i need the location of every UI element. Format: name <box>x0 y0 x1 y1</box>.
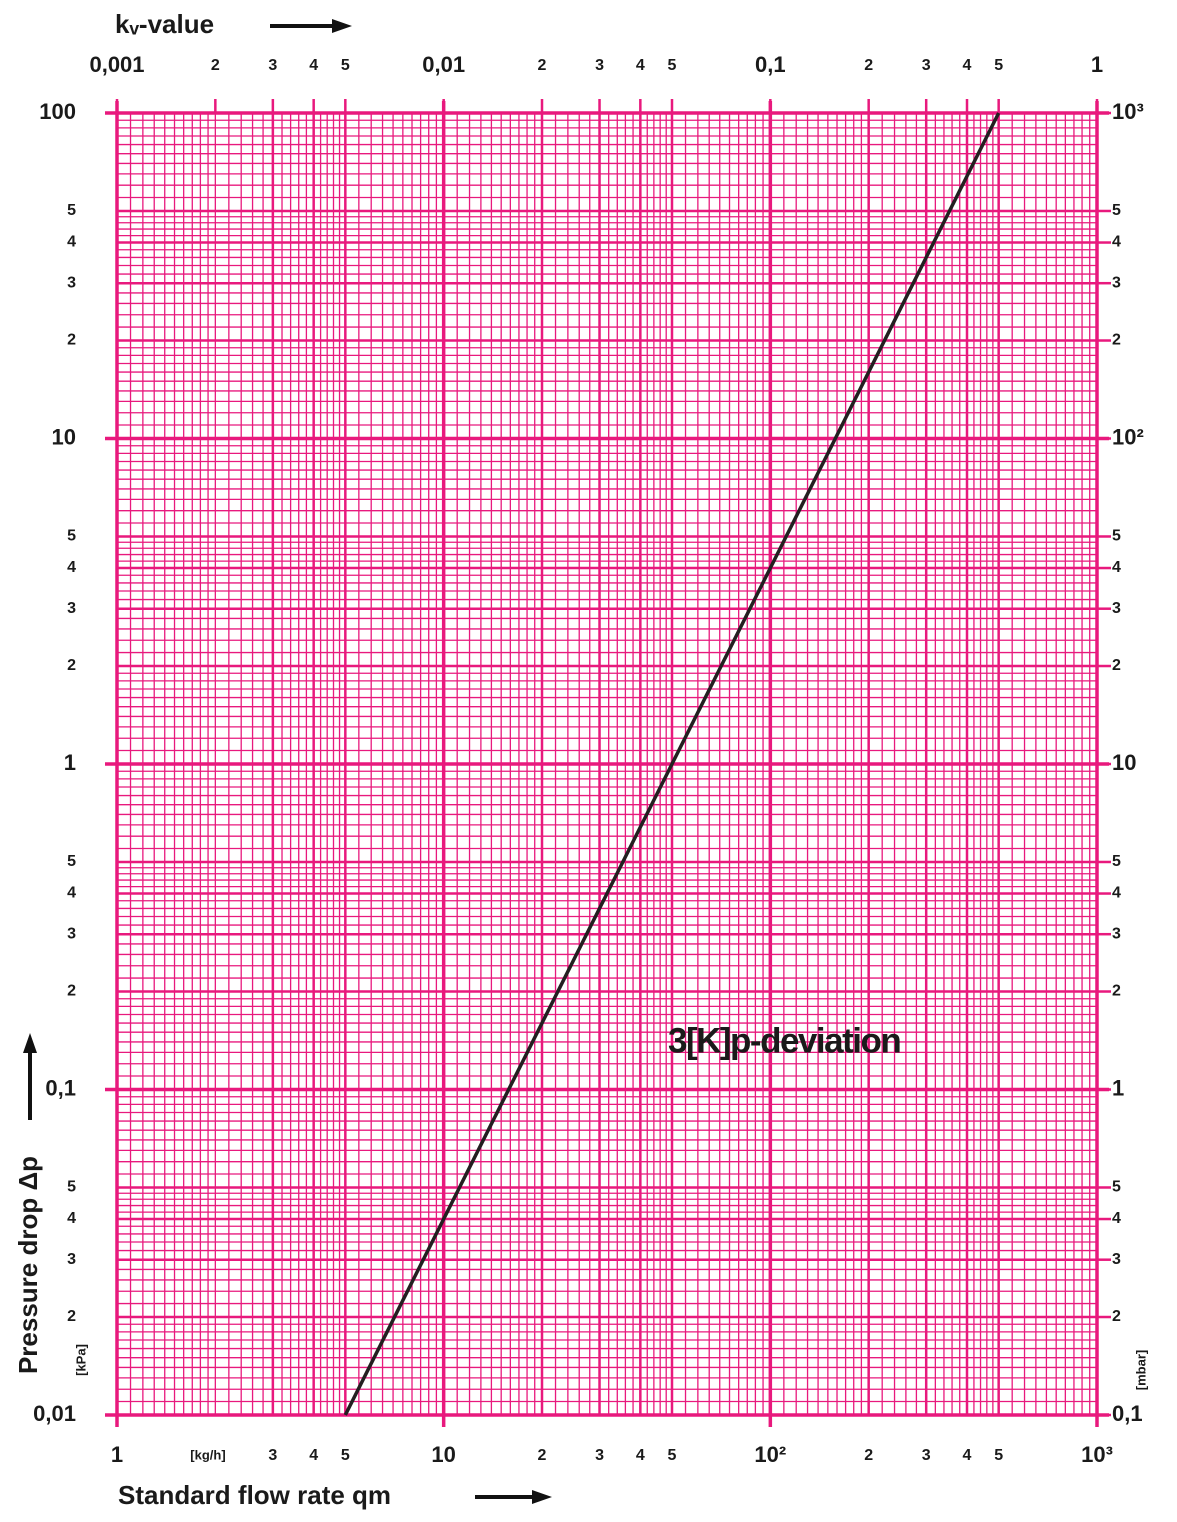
y2-tick-label: 5 <box>1112 202 1121 219</box>
y2-tick-label: 4 <box>1112 234 1121 251</box>
y-axis-title: Pressure drop Δp <box>13 1156 43 1374</box>
y2-tick-label: 0,1 <box>1112 1401 1143 1426</box>
y-tick-label: 2 <box>67 332 76 349</box>
plot <box>343 112 1001 1416</box>
y2-tick-label: 1 <box>1112 1075 1124 1100</box>
x-tick-label: 5 <box>341 1447 350 1464</box>
y-tick-label: 0,01 <box>33 1401 76 1426</box>
y-tick-label: 2 <box>67 983 76 1000</box>
y2-tick-label: 2 <box>1112 983 1121 1000</box>
x-tick-label: 3 <box>268 1447 277 1464</box>
x2-axis-title: kᵥ-value <box>115 9 214 39</box>
x2-tick-label: 0,1 <box>755 52 786 77</box>
x-tick-label: 3 <box>922 1447 931 1464</box>
y-tick-label: 4 <box>67 885 76 902</box>
arrow <box>270 19 352 33</box>
x-axis-title: Standard flow rate qm <box>118 1480 391 1510</box>
x-unit: [kg/h] <box>190 1447 225 1462</box>
y-tick-label: 3 <box>67 1251 76 1268</box>
arrow <box>23 1033 37 1120</box>
x2-tick-label: 2 <box>864 57 873 74</box>
y2-tick-label: 2 <box>1112 1308 1121 1325</box>
x2-tick-label: 0,001 <box>89 52 144 77</box>
y2-tick-label: 10 <box>1112 750 1136 775</box>
x-tick-label: 5 <box>994 1447 1003 1464</box>
y2-tick-label: 3 <box>1112 925 1121 942</box>
x2-tick-label: 3 <box>595 57 604 74</box>
y-tick-label: 1 <box>64 750 76 775</box>
x-tick-label: 10² <box>754 1442 786 1467</box>
grid <box>105 99 1111 1427</box>
y2-tick-label: 4 <box>1112 559 1121 576</box>
y-tick-label: 5 <box>67 1179 76 1196</box>
y-unit: [kPa] <box>73 1344 88 1376</box>
y-tick-label: 2 <box>67 1308 76 1325</box>
y-tick-label: 100 <box>39 99 76 124</box>
x-tick-label: 10³ <box>1081 1442 1113 1467</box>
y2-tick-label: 4 <box>1112 885 1121 902</box>
y2-tick-label: 10² <box>1112 424 1144 449</box>
y-tick-label: 5 <box>67 528 76 545</box>
y2-tick-label: 3 <box>1112 274 1121 291</box>
x-tick-label: 4 <box>309 1447 318 1464</box>
y-tick-label: 4 <box>67 559 76 576</box>
y2-tick-label: 4 <box>1112 1210 1121 1227</box>
x2-tick-label: 3 <box>268 57 277 74</box>
y-tick-label: 3 <box>67 274 76 291</box>
x2-tick-label: 5 <box>341 57 350 74</box>
x-tick-label: 5 <box>668 1447 677 1464</box>
y-tick-label: 3 <box>67 925 76 942</box>
data-line <box>343 112 1001 1416</box>
y-tick-label: 5 <box>67 853 76 870</box>
annotation: 3[K]p-deviation <box>668 1021 900 1060</box>
x2-tick-label: 2 <box>538 57 547 74</box>
x2-tick-label: 0,01 <box>422 52 465 77</box>
y2-tick-label: 2 <box>1112 657 1121 674</box>
y-tick-label: 5 <box>67 202 76 219</box>
x-tick-label: 4 <box>963 1447 972 1464</box>
y-tick-label: 4 <box>67 1210 76 1227</box>
x2-tick-label: 4 <box>636 57 645 74</box>
x2-tick-label: 2 <box>211 57 220 74</box>
x-tick-label: 2 <box>538 1447 547 1464</box>
x2-tick-label: 5 <box>994 57 1003 74</box>
x-tick-label: 2 <box>864 1447 873 1464</box>
y-tick-label: 0,1 <box>45 1075 76 1100</box>
y2-tick-label: 5 <box>1112 528 1121 545</box>
y-tick-label: 3 <box>67 600 76 617</box>
y2-tick-label: 3 <box>1112 600 1121 617</box>
y-tick-label: 2 <box>67 657 76 674</box>
x2-tick-label: 3 <box>922 57 931 74</box>
x-tick-label: 1 <box>111 1442 123 1467</box>
y-tick-label: 10 <box>52 424 76 449</box>
y2-tick-label: 5 <box>1112 853 1121 870</box>
x-tick-label: 10 <box>431 1442 455 1467</box>
y2-tick-label: 3 <box>1112 1251 1121 1268</box>
x2-tick-label: 1 <box>1091 52 1103 77</box>
y2-tick-label: 10³ <box>1112 99 1144 124</box>
y-tick-label: 4 <box>67 234 76 251</box>
x-tick-label: 3 <box>595 1447 604 1464</box>
x2-tick-label: 4 <box>309 57 318 74</box>
x2-tick-label: 4 <box>963 57 972 74</box>
x-tick-label: 4 <box>636 1447 645 1464</box>
arrow <box>475 1490 552 1504</box>
y2-unit: [mbar] <box>1133 1350 1148 1390</box>
y2-tick-label: 2 <box>1112 332 1121 349</box>
x2-tick-label: 5 <box>668 57 677 74</box>
y2-tick-label: 5 <box>1112 1179 1121 1196</box>
